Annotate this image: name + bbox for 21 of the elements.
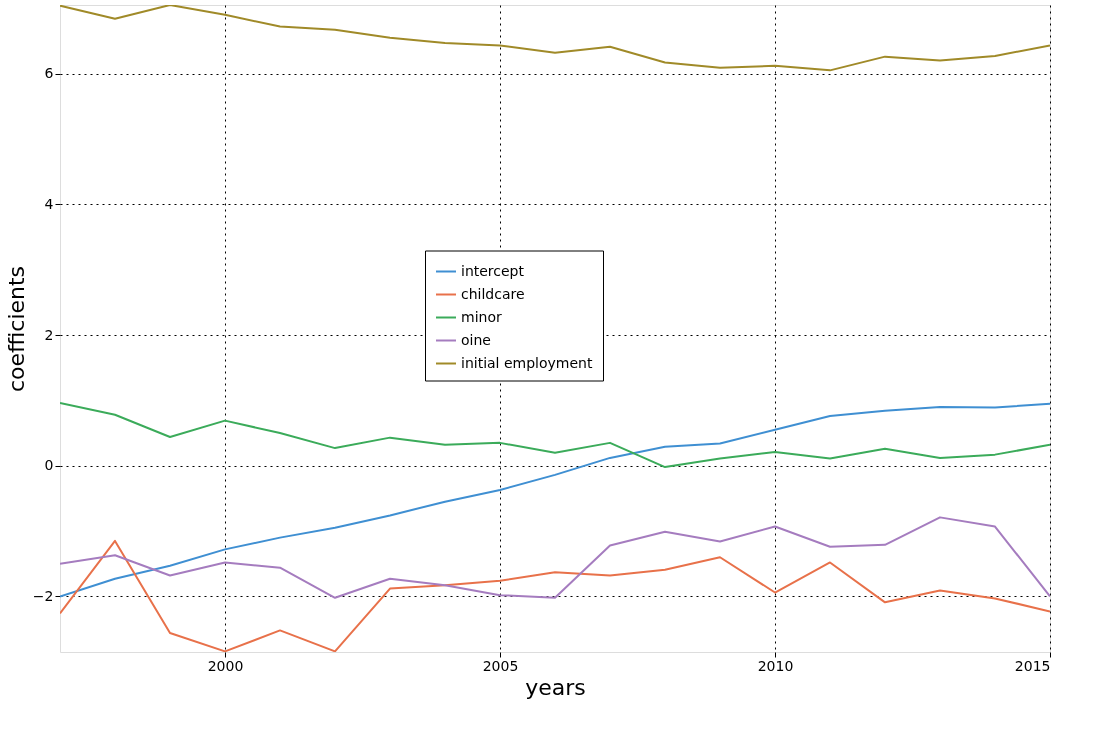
- line-series: [60, 402, 1050, 469]
- y-axis-title: coefficients: [3, 265, 29, 393]
- y-tick-label: 4: [44, 195, 54, 212]
- legend-label: oine: [461, 331, 491, 348]
- x-tick-label: 2015: [1014, 657, 1051, 674]
- line-series: [60, 539, 1050, 652]
- y-tick-label: −2: [32, 587, 54, 604]
- y-tick-label: 6: [44, 65, 54, 82]
- line-series: [60, 516, 1050, 599]
- legend-label: initial employment: [461, 354, 593, 371]
- x-tick-label: 2010: [757, 657, 794, 674]
- y-tick-label: 0: [44, 457, 54, 474]
- line-series: [60, 402, 1050, 598]
- line-series: [60, 5, 1050, 72]
- x-tick-label: 2000: [207, 657, 244, 674]
- legend-label: minor: [461, 308, 502, 325]
- y-tick-label: 2: [44, 326, 54, 343]
- x-tick-label: 2005: [482, 657, 519, 674]
- x-axis-title: years: [525, 674, 586, 700]
- legend-label: childcare: [461, 285, 525, 302]
- legend-label: intercept: [461, 262, 525, 279]
